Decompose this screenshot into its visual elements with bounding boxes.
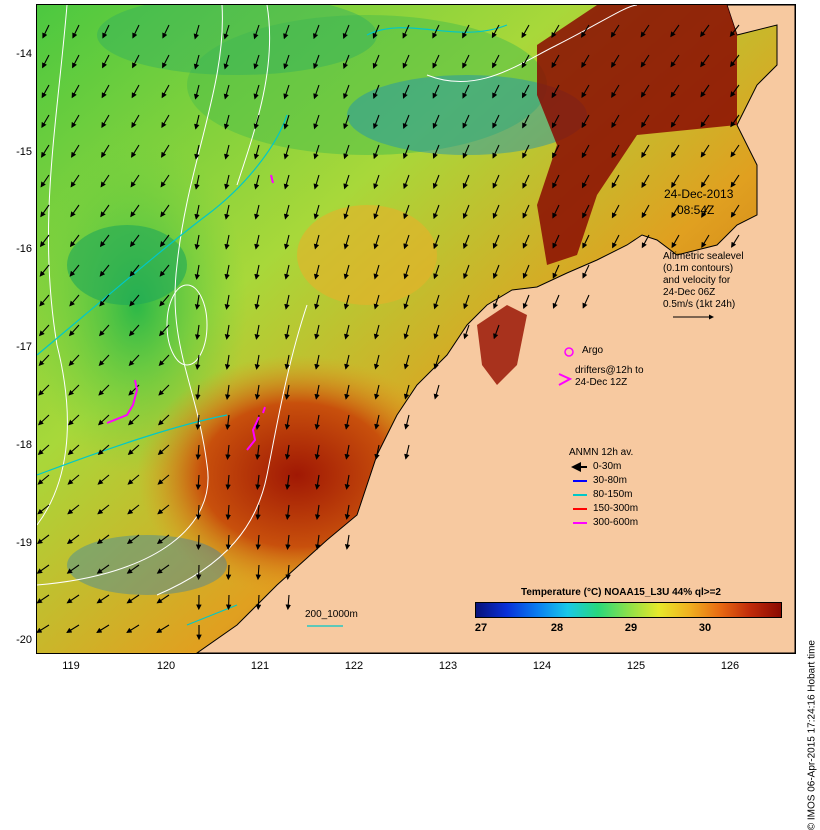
- latitude-tick: -20: [2, 634, 32, 646]
- longitude-tick: 120: [146, 660, 186, 672]
- sst-map[interactable]: 24-Dec-2013 08:54Z Altimetric sealevel (…: [36, 4, 796, 654]
- altimetry-note-line: (0.1m contours): [663, 263, 744, 275]
- colorbar-tick: 27: [466, 622, 496, 634]
- anmn-legend-item: 30-80m: [593, 475, 627, 486]
- anmn-legend-item: 0-30m: [593, 461, 621, 472]
- anmn-legend-item: 150-300m: [593, 503, 638, 514]
- longitude-tick: 125: [616, 660, 656, 672]
- isobath-scale-label: 200_1000m: [305, 609, 358, 620]
- altimetry-note: Altimetric sealevel (0.1m contours) and …: [663, 251, 744, 311]
- date-label: 24-Dec-2013: [664, 187, 733, 201]
- longitude-tick: 124: [522, 660, 562, 672]
- anmn-legend-item: 300-600m: [593, 517, 638, 528]
- sst-map-canvas: [37, 5, 795, 653]
- argo-label: Argo: [582, 345, 603, 356]
- longitude-tick: 119: [51, 660, 91, 672]
- velocity-arrow: [229, 595, 230, 609]
- temperature-colorbar: [475, 602, 782, 618]
- credit-text: © IMOS 06-Apr-2015 17:24:16 Hobart time: [806, 640, 817, 830]
- longitude-tick: 123: [428, 660, 468, 672]
- latitude-tick: -17: [2, 341, 32, 353]
- altimetry-note-line: 24-Dec 06Z: [663, 287, 744, 299]
- longitude-tick: 121: [240, 660, 280, 672]
- latitude-tick: -19: [2, 537, 32, 549]
- colorbar-tick: 29: [616, 622, 646, 634]
- colorbar-tick: 30: [690, 622, 720, 634]
- latitude-tick: -16: [2, 243, 32, 255]
- drifters-note-line: 24-Dec 12Z: [575, 377, 644, 389]
- longitude-tick: 126: [710, 660, 750, 672]
- drifters-note: drifters@12h to 24-Dec 12Z: [575, 365, 644, 389]
- altimetry-note-line: Altimetric sealevel: [663, 251, 744, 263]
- drifters-note-line: drifters@12h to: [575, 365, 644, 377]
- velocity-arrow: [228, 565, 229, 579]
- latitude-tick: -15: [2, 146, 32, 158]
- anmn-legend-title: ANMN 12h av.: [569, 447, 633, 458]
- colorbar-tick: 28: [542, 622, 572, 634]
- colorbar-title: Temperature (°C) NOAA15_L3U 44% ql>=2: [521, 587, 721, 598]
- altimetry-note-line: and velocity for: [663, 275, 744, 287]
- anmn-legend-item: 80-150m: [593, 489, 632, 500]
- latitude-tick: -18: [2, 439, 32, 451]
- latitude-tick: -14: [2, 48, 32, 60]
- velocity-arrow: [198, 535, 199, 549]
- longitude-tick: 122: [334, 660, 374, 672]
- time-label: 08:54Z: [677, 203, 714, 217]
- altimetry-note-line: 0.5m/s (1kt 24h): [663, 299, 744, 311]
